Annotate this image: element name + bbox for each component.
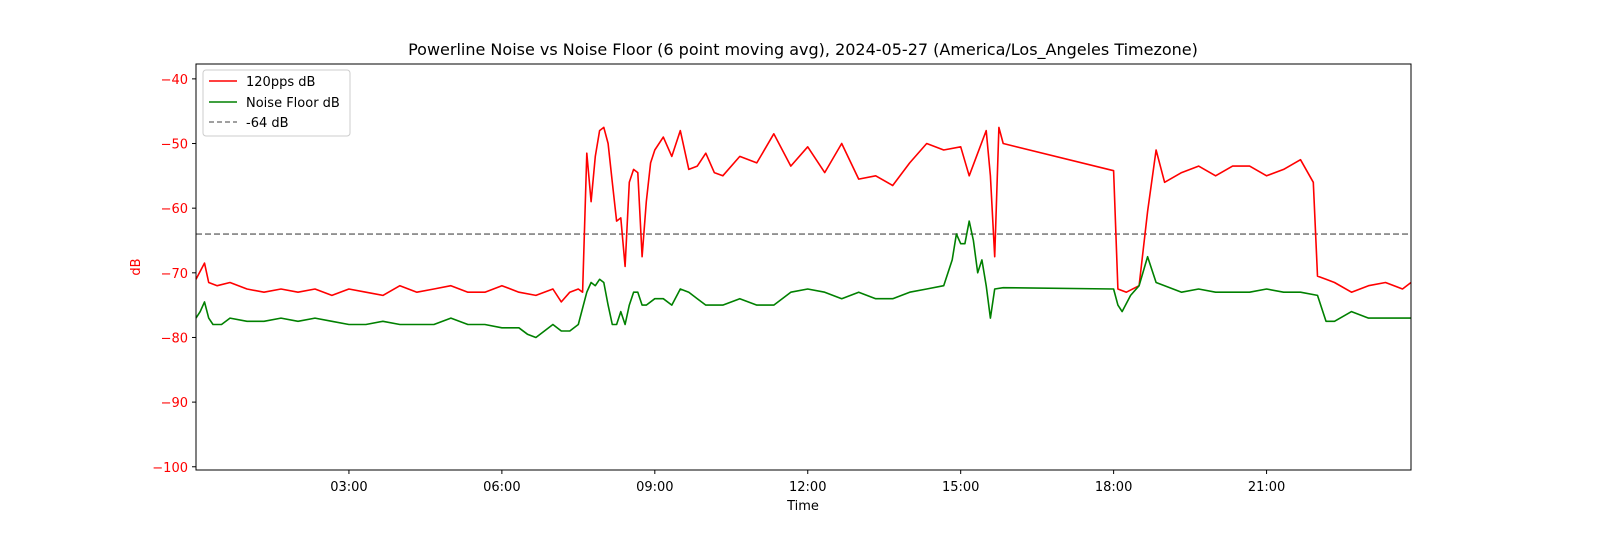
x-tick-label: 15:00 — [942, 480, 979, 495]
y-tick-label: −100 — [152, 461, 188, 476]
y-axis: −40 −50 −60 −70 −80 −90 −100 — [152, 73, 196, 476]
x-axis: 03:00 06:00 09:00 12:00 15:00 18:00 21:00 — [330, 470, 1285, 495]
series-layer — [195, 126, 1412, 339]
y-tick-label: −90 — [161, 396, 188, 411]
x-axis-label: Time — [786, 499, 819, 514]
x-tick-label: 21:00 — [1248, 480, 1285, 495]
y-tick-label: −80 — [161, 331, 188, 346]
series-line-noise-floor — [195, 220, 1411, 339]
x-tick-label: 09:00 — [636, 480, 673, 495]
x-tick-label: 06:00 — [483, 480, 520, 495]
plot-area — [195, 63, 1412, 471]
x-tick-label: 18:00 — [1095, 480, 1132, 495]
y-tick-label: −60 — [161, 202, 188, 217]
series-line-120pps — [195, 126, 1412, 303]
legend-label-reference-line: -64 dB — [246, 116, 289, 131]
y-tick-label: −40 — [161, 73, 188, 88]
legend-box — [202, 69, 351, 137]
chart-title: Powerline Noise vs Noise Floor (6 point … — [408, 40, 1198, 60]
legend: 120pps dB Noise Floor dB -64 dB — [202, 69, 351, 137]
legend-label-120pps: 120pps dB — [246, 75, 315, 90]
y-tick-label: −70 — [161, 267, 188, 282]
plot-frame — [195, 63, 1412, 471]
x-tick-label: 12:00 — [789, 480, 826, 495]
x-tick-label: 03:00 — [330, 480, 367, 495]
y-tick-label: −50 — [161, 138, 188, 153]
legend-label-noise-floor: Noise Floor dB — [246, 96, 340, 111]
plot-background — [196, 64, 1411, 470]
y-axis-label: dB — [129, 258, 144, 275]
